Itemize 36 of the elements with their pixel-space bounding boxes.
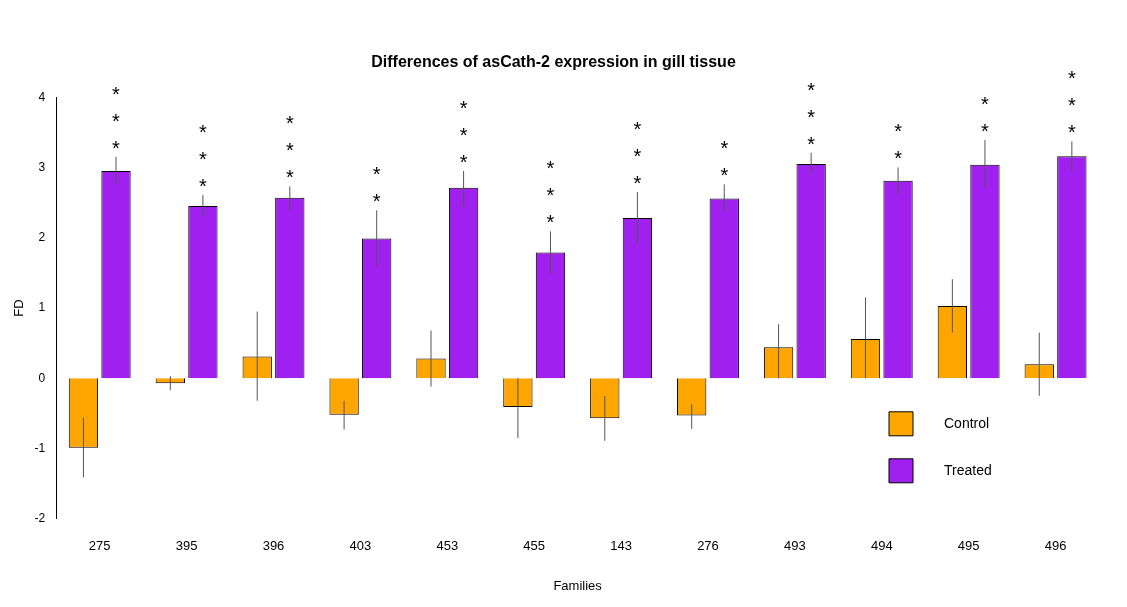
annotation: ***: [199, 120, 208, 197]
x-tick-label: 493: [784, 538, 806, 554]
x-tick-label: 396: [262, 538, 285, 554]
annotation: ***: [285, 112, 294, 189]
y-tick-label: 2: [38, 230, 46, 245]
y-tick-label: 3: [38, 159, 46, 174]
y-axis-title: FD: [11, 299, 27, 317]
annotation: **: [372, 163, 381, 213]
annotation: ***: [546, 157, 555, 234]
x-tick-label: 143: [610, 538, 632, 554]
annotation: ***: [459, 96, 468, 173]
x-tick-label: 496: [1044, 538, 1067, 554]
annotation: * *: [981, 93, 990, 143]
legend-label: Treated: [944, 461, 992, 478]
x-tick-label: 395: [175, 538, 198, 554]
chart-title: Differences of asCath-2 expression in gill tissue: [371, 53, 736, 71]
y-tick-label: 0: [38, 370, 46, 385]
x-tick-label: 495: [957, 538, 980, 554]
x-tick-label: 276: [697, 538, 719, 554]
x-axis-title: Families: [553, 577, 603, 593]
annotation: ***: [633, 118, 642, 195]
y-tick-label: -2: [34, 511, 46, 526]
x-tick-label: 455: [523, 538, 546, 554]
legend-label: Control: [944, 414, 990, 431]
annotation: **: [720, 137, 729, 187]
y-tick-label: 1: [38, 300, 46, 315]
annotation: * **: [1067, 67, 1076, 144]
x-tick-label: 494: [870, 538, 893, 554]
y-tick-label: 4: [38, 89, 46, 104]
x-tick-label: 275: [88, 538, 111, 554]
annotation: ***: [807, 78, 816, 155]
annotation: **: [894, 120, 903, 170]
y-tick-label: -1: [34, 440, 46, 455]
x-tick-label: 453: [436, 538, 459, 554]
x-tick-label: 403: [349, 538, 372, 554]
annotation: ***: [112, 82, 121, 159]
